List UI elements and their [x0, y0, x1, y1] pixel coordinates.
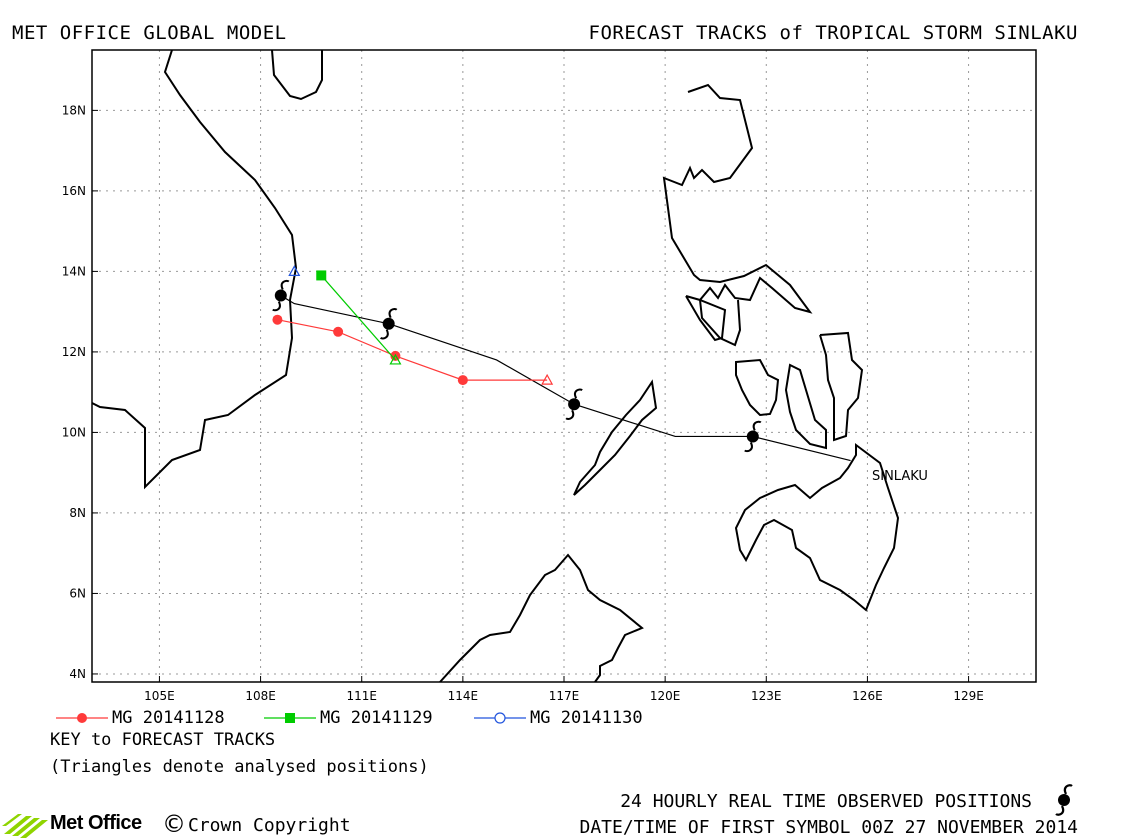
cyclone-arm	[744, 441, 753, 453]
cyclone-arm	[388, 308, 398, 319]
tracks	[272, 265, 851, 462]
met-office-logo-icon	[2, 814, 48, 838]
cyclone-arm	[565, 409, 575, 420]
analysed-triangle-0	[541, 373, 554, 385]
legend-marker-square	[285, 713, 295, 723]
coast-palawan	[573, 379, 658, 496]
legend-lines	[56, 712, 526, 724]
cyclone-arm	[280, 279, 290, 291]
x-tick-label: 108E	[245, 689, 276, 703]
triangles-note: (Triangles denote analysed positions)	[50, 757, 429, 777]
x-tick-label: 120E	[650, 689, 681, 703]
y-tick-label: 14N	[62, 264, 86, 278]
cyclone-arm	[379, 329, 389, 340]
coast-negros-cebu	[784, 363, 827, 450]
analysed-triangle-2	[288, 265, 301, 277]
legend-label-20141130: MG 20141130	[530, 708, 643, 728]
coast-panay	[735, 358, 780, 417]
cyclone-symbol	[272, 279, 290, 312]
y-tick-label: 10N	[62, 425, 86, 439]
forecast-marker-circle	[457, 375, 468, 386]
cyclone-core	[746, 430, 759, 443]
forecast-marker-square	[316, 270, 327, 281]
met-office-brand: Met Office	[50, 812, 142, 834]
cyclone-core	[382, 317, 395, 330]
cyclone-core	[274, 289, 287, 302]
cyclone-symbol	[744, 420, 762, 453]
legend-label-20141129: MG 20141129	[320, 708, 433, 728]
analysed-triangle-1	[389, 353, 402, 365]
cyclone-icon	[1055, 784, 1073, 816]
cyclone-symbol	[379, 308, 398, 340]
x-tick-label: 117E	[549, 689, 580, 703]
legend-marker-open	[494, 712, 506, 724]
x-tick-label: 111E	[346, 689, 377, 703]
cyclone-arm	[752, 420, 762, 431]
x-tick-label: 114E	[448, 689, 479, 703]
coast-samar	[819, 331, 864, 442]
coast-hainan	[271, 50, 323, 101]
x-tick-label: 123E	[751, 689, 782, 703]
coastlines	[92, 50, 900, 682]
storm-label: SINLAKU	[872, 469, 928, 484]
axis-ticks: 105E 108E 111E 114E 117E 120E 123E 126E 129E 4N 6N…	[62, 103, 984, 703]
forecast-marker-circle	[333, 326, 344, 337]
legend-marker-circle	[77, 713, 87, 723]
x-tick-label: 105E	[144, 689, 175, 703]
y-tick-label: 6N	[69, 586, 86, 600]
cyclone-arm	[574, 388, 583, 399]
y-tick-label: 16N	[62, 184, 86, 198]
forecast-track-1	[320, 275, 396, 361]
cyclone-arm	[272, 301, 281, 312]
y-tick-label: 12N	[62, 345, 86, 359]
first-symbol-datetime: DATE/TIME OF FIRST SYMBOL 00Z 27 NOVEMBE…	[579, 817, 1079, 838]
y-tick-label: 4N	[69, 667, 86, 681]
observed-track	[280, 295, 851, 462]
key-note: KEY to FORECAST TRACKS	[50, 730, 276, 750]
map-grid	[92, 50, 1036, 682]
coast-borneo	[439, 553, 644, 682]
coast-mindoro	[685, 295, 727, 342]
copyright-text: Crown Copyright	[188, 815, 351, 836]
y-tick-label: 8N	[69, 506, 86, 520]
forecast-marker-circle	[272, 314, 283, 325]
coast-mindanao	[734, 443, 900, 612]
model-title: MET OFFICE GLOBAL MODEL	[12, 22, 287, 44]
forecast-track-0	[277, 319, 548, 381]
x-tick-label: 126E	[852, 689, 883, 703]
legend-label-20141128: MG 20141128	[112, 708, 225, 728]
y-tick-label: 18N	[62, 103, 86, 117]
observed-symbols	[272, 279, 762, 453]
chart-title: FORECAST TRACKS of TROPICAL STORM SINLAK…	[588, 22, 1078, 44]
cyclone-symbol	[565, 388, 583, 420]
coast-luzon	[662, 83, 813, 347]
x-tick-label: 129E	[953, 689, 984, 703]
copyright-symbol: ©	[162, 810, 186, 838]
coast-vietnam	[92, 50, 298, 490]
cyclone-core	[568, 398, 581, 411]
observed-positions-label: 24 HOURLY REAL TIME OBSERVED POSITIONS	[620, 791, 1032, 812]
